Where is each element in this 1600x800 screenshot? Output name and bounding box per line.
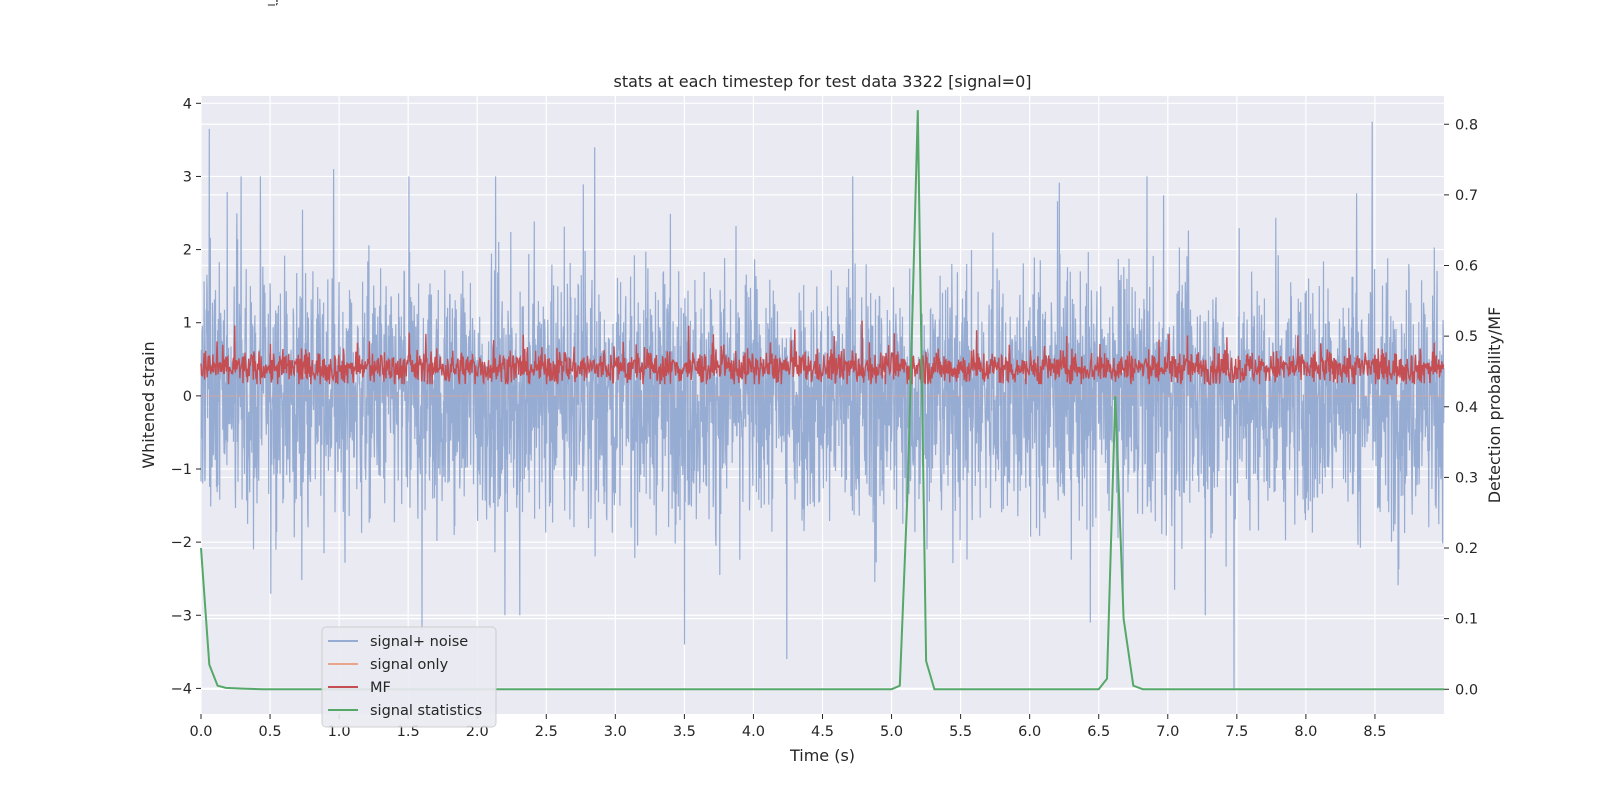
x-tick-label: 4.5 — [811, 724, 834, 740]
x-tick-label: 6.5 — [1087, 724, 1110, 740]
y2-tick-label: 0.3 — [1455, 470, 1478, 486]
y-tick-label: −4 — [171, 681, 192, 697]
chart-title: stats at each timestep for test data 332… — [613, 72, 1031, 91]
x-tick-label: 5.5 — [949, 724, 972, 740]
x-axis-label: Time (s) — [789, 746, 855, 765]
x-tick-label: 8.0 — [1294, 724, 1317, 740]
y2-tick-label: 0.6 — [1455, 259, 1478, 275]
axis-ticks: 0.0 0.5 1.0 1.5 2.0 2.5 3.0 3.5 4.0 4.5 5.0 5.5 6.0 6… — [171, 96, 1478, 740]
x-tick-label: 0.5 — [259, 724, 282, 740]
x-tick-label: 3.5 — [673, 724, 696, 740]
y-tick-label: 3 — [183, 169, 192, 185]
y-axis-label: Whitened strain — [139, 341, 158, 468]
x-tick-label: 8.5 — [1363, 724, 1386, 740]
x-tick-label: 1.5 — [397, 724, 420, 740]
corner-text: _ļ — [267, 0, 279, 6]
legend-box — [321, 626, 497, 728]
y2-tick-label: 0.5 — [1455, 329, 1478, 345]
y-tick-label: 1 — [183, 316, 192, 332]
y2-tick-label: 0.4 — [1455, 400, 1478, 416]
y-tick-label: −2 — [171, 535, 192, 551]
y2-tick-label: 0.1 — [1455, 612, 1478, 628]
x-tick-label: 1.0 — [328, 724, 351, 740]
y-tick-label: −3 — [171, 608, 192, 624]
x-tick-label: 4.0 — [742, 724, 765, 740]
series-signal-statistics-line — [200, 110, 1444, 691]
x-tick-label: 3.0 — [604, 724, 627, 740]
y2-tick-label: 0.2 — [1455, 541, 1478, 557]
legend: signal+ noise signal only MF signal statist… — [321, 626, 497, 728]
legend-entry-label: signal+ noise — [370, 634, 468, 650]
x-tick-label: 2.5 — [535, 724, 558, 740]
x-tick-label: 0.0 — [189, 724, 212, 740]
y-tick-label: 0 — [183, 389, 192, 405]
x-tick-label: 6.0 — [1018, 724, 1041, 740]
y2-axis-label: Detection probability/MF — [1485, 307, 1504, 504]
y-tick-label: −1 — [171, 462, 192, 478]
y2-tick-label: 0.0 — [1455, 682, 1478, 698]
x-tick-label: 2.0 — [466, 724, 489, 740]
y-tick-label: 2 — [183, 243, 192, 259]
y2-tick-label: 0.7 — [1455, 188, 1478, 204]
legend-entry-label: signal only — [370, 657, 449, 673]
y2-tick-label: 0.8 — [1455, 117, 1478, 133]
y-tick-label: 4 — [183, 96, 192, 112]
legend-entry-label: signal statistics — [370, 703, 482, 719]
series-mf-line — [200, 320, 1445, 386]
x-tick-label: 5.0 — [880, 724, 903, 740]
series-layer — [200, 110, 1445, 691]
series-signal-noise-line — [200, 121, 1445, 689]
legend-entry-label: MF — [370, 680, 391, 696]
x-tick-label: 7.0 — [1156, 724, 1179, 740]
x-tick-label: 7.5 — [1225, 724, 1248, 740]
